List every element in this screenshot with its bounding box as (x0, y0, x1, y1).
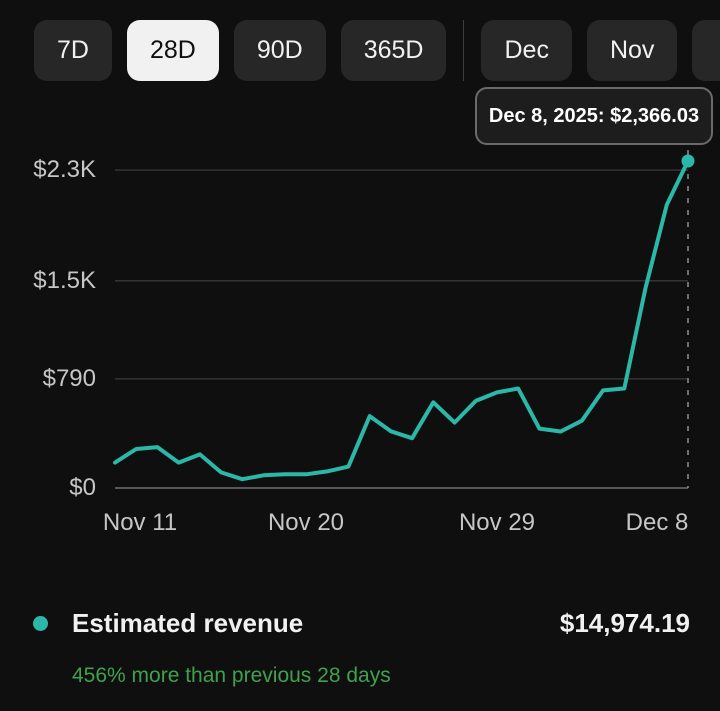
period-button-28d[interactable]: 28D (126, 20, 219, 81)
y-tick-label: $1.5K (33, 266, 96, 294)
legend-row[interactable]: Estimated revenue $14,974.19 (0, 606, 720, 640)
series-color-dot (33, 616, 48, 631)
x-tick-label: Nov 20 (267, 509, 345, 536)
period-button-7d[interactable]: 7D (34, 20, 112, 81)
y-tick-label: $2.3K (33, 156, 96, 184)
series-label: Estimated revenue (72, 608, 304, 638)
comparison-note: 456% more than previous 28 days (72, 664, 391, 687)
revenue-line (113, 159, 690, 482)
month-button-nov[interactable]: Nov (586, 20, 678, 81)
revenue-line-chart[interactable] (0, 0, 720, 560)
month-button-dec[interactable]: Dec (481, 20, 572, 81)
chart-tooltip-text: Dec 8, 2025: $2,366.03 (488, 104, 700, 127)
y-tick-label: $0 (69, 474, 96, 501)
period-button-90d[interactable]: 90D (233, 20, 326, 81)
y-tick-label: $790 (42, 364, 96, 392)
x-tick-label: Dec 8 (625, 509, 689, 536)
x-tick-label: Nov 29 (458, 509, 536, 536)
period-button-365d[interactable]: 365D (340, 20, 447, 81)
month-button-partial[interactable] (692, 20, 720, 81)
time-range-toolbar: 7D 28D 90D 365D Dec Nov (34, 20, 720, 81)
endpoint-dot (681, 154, 695, 168)
x-tick-label: Nov 11 (102, 509, 178, 536)
chart-tooltip: Dec 8, 2025: $2,366.03 (475, 87, 713, 145)
series-total-value: $14,974.19 (559, 608, 690, 638)
toolbar-divider (463, 20, 465, 81)
